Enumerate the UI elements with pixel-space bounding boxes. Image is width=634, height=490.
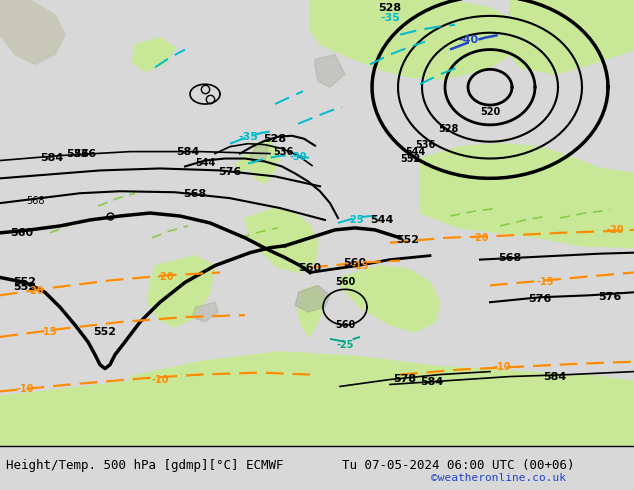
- Text: 584: 584: [420, 377, 444, 388]
- Text: 544: 544: [370, 215, 394, 225]
- Text: 568: 568: [498, 253, 522, 263]
- Polygon shape: [298, 285, 325, 337]
- Text: 536: 536: [273, 147, 293, 157]
- Polygon shape: [132, 38, 175, 72]
- Polygon shape: [295, 285, 330, 312]
- Text: -10: -10: [493, 362, 511, 371]
- Polygon shape: [148, 256, 215, 327]
- Text: 576: 576: [528, 294, 552, 304]
- Text: Height/Temp. 500 hPa [gdmp][°C] ECMWF: Height/Temp. 500 hPa [gdmp][°C] ECMWF: [6, 459, 284, 472]
- Polygon shape: [315, 54, 345, 87]
- Text: Tu 07-05-2024 06:00 UTC (00+06): Tu 07-05-2024 06:00 UTC (00+06): [342, 459, 575, 472]
- Text: -20: -20: [26, 286, 44, 296]
- Text: -40: -40: [458, 35, 478, 45]
- Text: 584: 584: [176, 147, 200, 157]
- Text: 552: 552: [400, 153, 420, 164]
- Text: 552: 552: [396, 235, 420, 245]
- Text: 552: 552: [93, 327, 117, 337]
- Text: -10: -10: [16, 385, 34, 394]
- Text: 528: 528: [264, 134, 287, 144]
- Text: 536: 536: [74, 148, 96, 159]
- Text: 528: 528: [378, 3, 401, 13]
- Text: 536: 536: [67, 148, 89, 159]
- Text: 520: 520: [480, 107, 500, 117]
- Text: 552: 552: [13, 277, 37, 288]
- Text: -15: -15: [536, 277, 553, 288]
- Text: 576: 576: [218, 168, 242, 177]
- Polygon shape: [146, 390, 153, 394]
- Polygon shape: [420, 144, 634, 248]
- Polygon shape: [0, 0, 65, 64]
- Polygon shape: [250, 147, 268, 164]
- Text: 536: 536: [415, 140, 435, 149]
- Text: 544: 544: [195, 158, 215, 169]
- Text: 560: 560: [335, 320, 355, 330]
- Text: 560: 560: [10, 228, 34, 238]
- Text: 584: 584: [543, 371, 567, 382]
- Polygon shape: [245, 208, 318, 272]
- Text: 544: 544: [405, 147, 425, 157]
- Polygon shape: [310, 0, 520, 79]
- Text: 578: 578: [394, 373, 417, 384]
- Text: -20: -20: [606, 225, 624, 235]
- Text: -10: -10: [152, 374, 169, 385]
- Polygon shape: [235, 153, 252, 173]
- Text: -35: -35: [238, 132, 258, 142]
- Polygon shape: [340, 266, 440, 332]
- Text: -20: -20: [156, 272, 174, 282]
- Polygon shape: [248, 141, 280, 183]
- Text: ©weatheronline.co.uk: ©weatheronline.co.uk: [431, 473, 566, 483]
- Text: -15: -15: [351, 261, 369, 270]
- Polygon shape: [510, 0, 634, 74]
- Text: 576: 576: [598, 292, 621, 302]
- Text: -25: -25: [346, 215, 364, 225]
- Polygon shape: [0, 352, 634, 446]
- Polygon shape: [192, 302, 218, 322]
- Text: 568: 568: [26, 196, 44, 206]
- Text: 584: 584: [41, 152, 63, 163]
- Text: 560: 560: [299, 263, 321, 272]
- Text: 552: 552: [13, 282, 37, 293]
- Text: -25: -25: [336, 340, 354, 350]
- Text: 560: 560: [344, 258, 366, 268]
- Text: -30: -30: [289, 151, 307, 162]
- Text: -20: -20: [471, 233, 489, 243]
- Text: -15: -15: [39, 327, 57, 337]
- Text: -35: -35: [380, 13, 400, 23]
- Text: 560: 560: [335, 277, 355, 288]
- Text: 528: 528: [438, 124, 458, 134]
- Text: 568: 568: [183, 189, 207, 199]
